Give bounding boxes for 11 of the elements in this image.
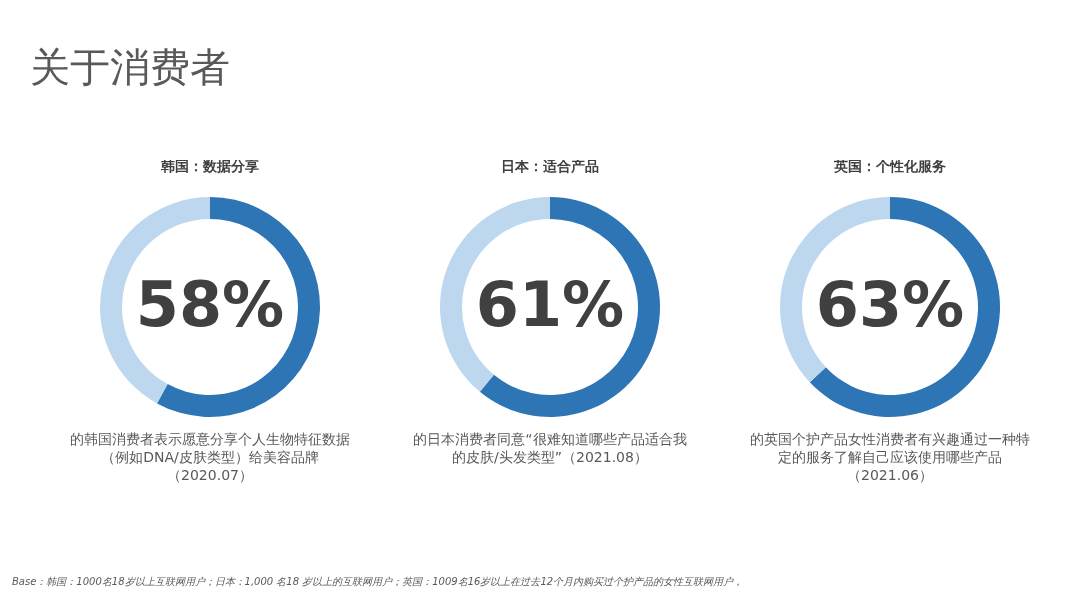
text: 的日本消费者同意“很难知道哪些产品适合我的皮肤/头发类型”（2021.08） — [412, 430, 688, 466]
text: 的韩国消费者表示愿意分享个人生物特征数据（例如DNA/皮肤类型）给美容品牌（2020.07） — [69, 430, 351, 484]
text: 关于消费者 — [30, 43, 230, 92]
donut-slice — [479, 197, 660, 417]
data-label: 58% — [135, 268, 285, 341]
text: Base：韩国：1000名18岁以上互联网用户；日本：1,000 名18 岁以上的互联网用户；英国：1009名16岁以上在过去12个月内购买过个护产品的女性互联网用户， — [12, 575, 745, 589]
data-label: 61% — [475, 268, 625, 341]
text: 的英国个护产品女性消费者有兴趣通过一种特定的服务了解自己应该使用哪些产品（2021.06） — [749, 430, 1031, 484]
data-label: 63% — [815, 268, 965, 341]
donut-slice — [809, 197, 1000, 417]
chart-title: 英国：个性化服务 — [833, 158, 946, 174]
